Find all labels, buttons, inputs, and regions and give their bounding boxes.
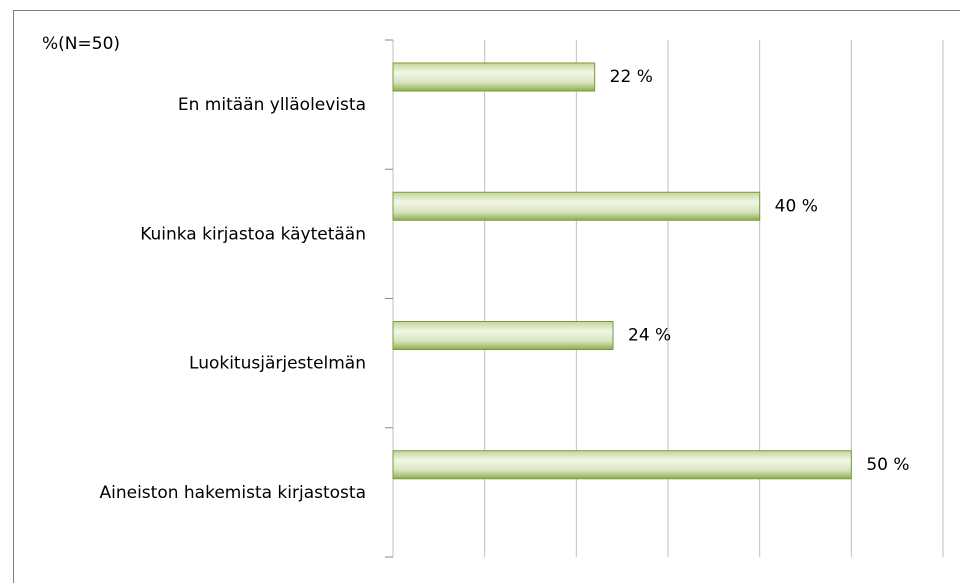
y-tick-label: Luokitusjärjestelmän xyxy=(189,354,366,374)
chart-frame xyxy=(13,10,960,583)
y-tick-label: Kuinka kirjastoa käytetään xyxy=(140,224,366,244)
data-label: 24 % xyxy=(628,326,671,346)
data-label: 50 % xyxy=(866,455,909,475)
y-tick-label: Aineiston hakemista kirjastosta xyxy=(100,483,367,503)
data-label: 40 % xyxy=(775,196,818,216)
y-tick-label: En mitään ylläolevista xyxy=(178,95,366,115)
bar xyxy=(392,321,614,350)
bar xyxy=(392,450,852,480)
bar xyxy=(392,62,596,92)
bar xyxy=(392,191,761,221)
axis-label: %(N=50) xyxy=(42,34,120,54)
data-label: 22 % xyxy=(610,67,653,87)
